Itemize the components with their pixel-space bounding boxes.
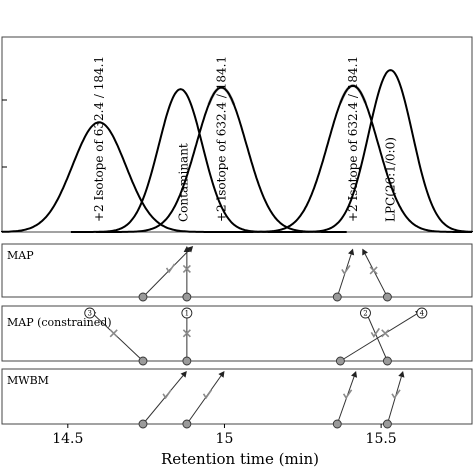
peak-node xyxy=(138,292,148,302)
arrow-head xyxy=(351,371,358,378)
peak-node xyxy=(182,356,192,366)
assignment-arrow xyxy=(142,249,190,298)
peak-node xyxy=(182,292,192,302)
cross-mark xyxy=(381,329,390,338)
peak-curve-5 xyxy=(280,69,473,233)
arrow-head xyxy=(362,248,368,256)
peak-node xyxy=(382,419,392,429)
check-mark xyxy=(391,389,401,400)
arrow-head xyxy=(180,371,187,378)
panel-title: MWBM xyxy=(7,374,49,387)
check-mark xyxy=(370,327,380,338)
peak-curve-4 xyxy=(227,84,472,233)
assignment-arrow xyxy=(367,316,388,362)
order-label: 3 xyxy=(87,310,91,318)
check-mark xyxy=(341,264,351,275)
assignment-arrow xyxy=(340,313,418,362)
assignment-arrow xyxy=(336,254,352,298)
chromatogram-peaks: +2 Isotope of 632.4 / 184.1 Contaminant +2… xyxy=(1,56,473,233)
assignment-arrow xyxy=(186,375,222,425)
x-axis: 14.5 15 15.5 xyxy=(52,424,397,447)
panel-frame-1 xyxy=(1,243,473,298)
arrow-head xyxy=(348,248,355,256)
arrow-head xyxy=(398,371,405,378)
chromatogram-frame xyxy=(1,36,473,233)
peak-label: LPC(26:1/0:0) xyxy=(384,137,398,222)
check-mark xyxy=(162,389,172,400)
assignment-arrow xyxy=(93,314,144,362)
order-circle xyxy=(416,307,428,319)
panel-title: MAP xyxy=(7,249,34,262)
order-label: 4 xyxy=(420,310,425,318)
cross-mark xyxy=(369,266,378,275)
order-label: 2 xyxy=(363,310,367,318)
peak-label: +2 Isotope of 632.4 / 184.1 xyxy=(214,56,228,222)
cross-mark xyxy=(182,264,191,274)
order-circle xyxy=(181,307,193,319)
arrow-head xyxy=(186,246,194,253)
panel-frames xyxy=(1,36,473,425)
order-label: 1 xyxy=(185,310,189,318)
panel-frame-2 xyxy=(1,305,473,362)
assignment-arrow xyxy=(364,253,388,298)
peak-node xyxy=(332,292,342,302)
x-tick-label: 15.5 xyxy=(366,431,397,447)
check-mark xyxy=(342,389,353,400)
arrow-head xyxy=(183,246,191,252)
peak-node xyxy=(332,419,342,429)
check-mark xyxy=(165,263,176,274)
peak-label: +2 Isotope of 632.4 / 184.1 xyxy=(92,56,106,222)
order-circle xyxy=(360,307,371,319)
x-axis-label: Retention time (min) xyxy=(161,450,319,468)
x-tick-label: 15 xyxy=(216,431,234,447)
peak-node xyxy=(138,356,148,366)
peak-node xyxy=(335,356,345,366)
x-tick-label: 14.5 xyxy=(52,431,83,447)
peak-node xyxy=(138,419,148,429)
peak-curve-1 xyxy=(1,121,233,233)
assignment-arrow xyxy=(142,375,184,425)
assignment-arrow xyxy=(336,376,355,425)
check-mark xyxy=(202,389,213,400)
order-circle xyxy=(84,307,96,319)
cross-mark xyxy=(182,329,191,338)
panel-frame-3 xyxy=(1,368,473,425)
panel-title: MAP (constrained) xyxy=(7,316,112,329)
assignment-arrow xyxy=(386,376,402,425)
peak-node xyxy=(382,292,392,302)
peak-node xyxy=(382,356,392,366)
assignment-panels: MAP MAP (constrained)3 1 2 4 MWBM xyxy=(7,246,428,429)
arrow-head xyxy=(218,371,225,378)
peak-node xyxy=(182,419,192,429)
cross-mark xyxy=(109,329,118,338)
